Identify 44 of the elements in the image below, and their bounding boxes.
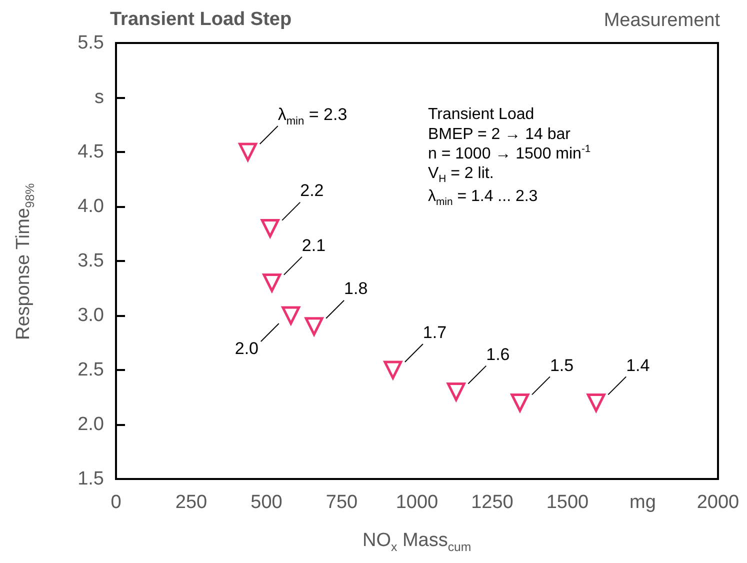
y-tick-label: 4.0	[78, 196, 104, 217]
annotation: 2.2	[300, 181, 324, 200]
y-tick-label: s	[94, 87, 104, 108]
annotation: n = 1000 → 1500 min$^{-1}$	[428, 144, 591, 164]
annotation: Transient Load	[428, 105, 536, 125]
chart-title: Transient Load Step	[110, 9, 292, 30]
annotation: 2.1	[302, 236, 326, 255]
annotation: 1.7	[422, 323, 447, 342]
chart-subtitle: Measurement	[604, 10, 720, 31]
x-tick-label: mg	[630, 492, 656, 513]
y-tick-label: 5.5	[78, 32, 104, 54]
point	[510, 393, 530, 412]
x-tick-label: 1000	[396, 492, 438, 513]
annotation: BMEP = 2 → 14 bar	[428, 124, 572, 144]
point	[262, 274, 282, 292]
annotation: 2.0	[234, 338, 259, 358]
point	[282, 306, 300, 325]
annotation: 1.8	[344, 279, 368, 298]
y-tick-label: 2.5	[78, 360, 104, 380]
y-tick-label: 3.5	[78, 250, 104, 272]
x-tick-label: 2000	[696, 492, 740, 513]
x-tick-label: 1250	[471, 492, 514, 513]
point	[446, 382, 466, 402]
x-tick-label: 0	[110, 492, 122, 513]
x-axis-title: NO$_{x}$ Mass$_{cum}$	[362, 530, 472, 554]
y-tick-label: 1.5	[78, 468, 104, 490]
y-tick-label: 2.0	[78, 414, 104, 435]
annotation: λ$_{min}$ = 1.4 ... 2.3	[428, 186, 539, 210]
annotation: λ$_{min}$ = 2.3	[278, 105, 348, 128]
point	[260, 219, 280, 238]
point	[586, 393, 606, 412]
annotation: V$_{H}$ = 2 lit.	[428, 164, 495, 187]
x-tick-label: 750	[326, 492, 358, 513]
annotation: 1.4	[626, 356, 650, 375]
point	[384, 360, 402, 380]
point	[238, 142, 258, 162]
x-tick-label: 500	[250, 492, 282, 513]
y-tick-label: 3.0	[78, 305, 104, 326]
y-tick-label: 4.5	[78, 142, 104, 162]
annotation: 1.6	[486, 344, 510, 364]
x-tick-label: 1500	[546, 492, 589, 513]
x-tick-label: 250	[175, 492, 208, 513]
point	[304, 317, 324, 336]
annotation: 1.5	[550, 356, 574, 375]
